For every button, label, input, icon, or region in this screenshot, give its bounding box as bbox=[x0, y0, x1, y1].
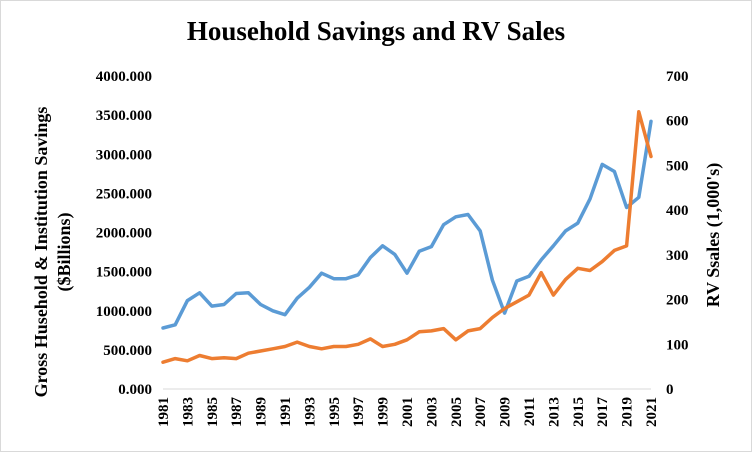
rv-sales-line bbox=[161, 110, 653, 364]
x-tick-label: 2017 bbox=[595, 397, 611, 428]
x-tick-label: 1997 bbox=[351, 397, 367, 428]
savings-line bbox=[161, 119, 653, 330]
y-right-axis-title: RV Ssales (1,000's) bbox=[703, 163, 724, 308]
y-right-tick-label: 100 bbox=[666, 337, 689, 353]
y-left-tick-label: 0.000 bbox=[118, 382, 152, 398]
x-tick-label: 2015 bbox=[571, 397, 587, 427]
y-right-tick-label: 0 bbox=[666, 382, 674, 398]
y-left-tick-label: 1000.000 bbox=[96, 304, 152, 320]
y-left-tick-label: 500.000 bbox=[103, 343, 152, 359]
x-tick-label: 2001 bbox=[400, 397, 416, 427]
x-tick-label: 1995 bbox=[327, 397, 343, 427]
y-left-axis-title: Gross Husehold & Institution Savings bbox=[31, 107, 51, 398]
y-right-tick-label: 500 bbox=[666, 158, 689, 174]
y-right-tick-label: 200 bbox=[666, 293, 689, 309]
y-right-tick-label: 600 bbox=[666, 114, 689, 130]
y-left-tick-label: 3000.000 bbox=[96, 147, 152, 163]
x-tick-label: 2007 bbox=[473, 397, 489, 428]
y-right-tick-label: 400 bbox=[666, 203, 689, 219]
y-right-tick-label: 700 bbox=[666, 69, 689, 85]
y-left-tick-label: 2500.000 bbox=[96, 186, 152, 202]
y-left-axis-title-line2: ($Billions) bbox=[54, 212, 75, 291]
y-left-tick-label: 2000.000 bbox=[96, 226, 152, 242]
x-tick-label: 2013 bbox=[546, 397, 562, 427]
x-tick-label: 1993 bbox=[302, 397, 318, 427]
x-tick-label: 2021 bbox=[644, 397, 660, 427]
y-left-tick-label: 3500.000 bbox=[96, 108, 152, 124]
x-tick-label: 2011 bbox=[522, 397, 538, 426]
x-tick-label: 2019 bbox=[620, 397, 636, 427]
x-tick-label: 1989 bbox=[254, 397, 270, 427]
x-tick-label: 1981 bbox=[156, 397, 172, 427]
y-left-tick-label: 1500.000 bbox=[96, 265, 152, 281]
y-left-tick-label: 4000.000 bbox=[96, 69, 152, 85]
x-tick-label: 1987 bbox=[229, 397, 245, 428]
x-tick-label: 2005 bbox=[449, 397, 465, 427]
chart-title: Household Savings and RV Sales bbox=[186, 16, 566, 46]
x-tick-label: 2009 bbox=[498, 397, 514, 427]
x-tick-label: 1983 bbox=[180, 397, 196, 427]
y-right-tick-label: 300 bbox=[666, 248, 689, 264]
x-tick-label: 1999 bbox=[376, 397, 392, 427]
x-tick-label: 2003 bbox=[424, 397, 440, 427]
x-tick-label: 1991 bbox=[278, 397, 294, 427]
x-tick-label: 1985 bbox=[205, 397, 221, 427]
